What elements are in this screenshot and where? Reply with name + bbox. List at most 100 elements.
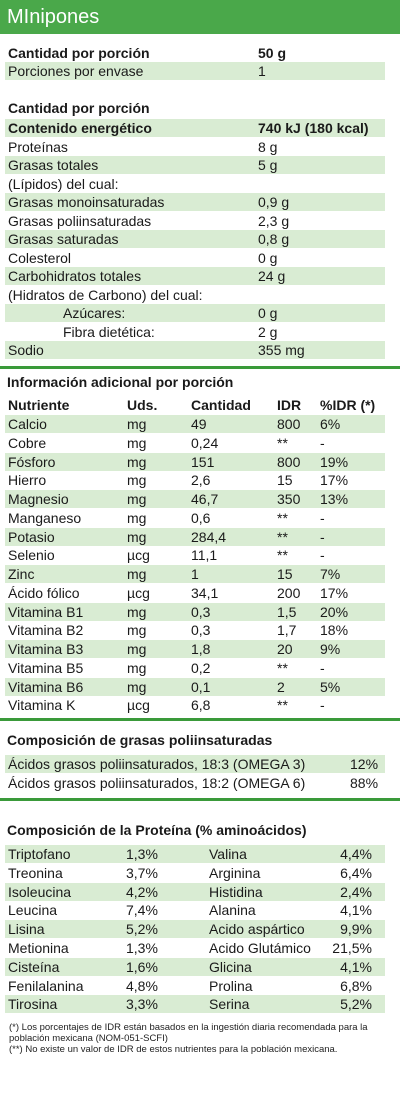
cell: 0,6 bbox=[191, 509, 211, 526]
protein-row: Lisina 5,2% Acido aspártico 9,9% bbox=[5, 920, 385, 939]
fats-title: Composición de grasas poliinsaturadas bbox=[7, 732, 273, 748]
amino-name: Arginina bbox=[209, 864, 261, 881]
nutrient-value: 355 mg bbox=[258, 342, 305, 358]
amino-value: 6,8% bbox=[340, 977, 372, 994]
cell: 0,1 bbox=[191, 678, 211, 695]
cell: 0,24 bbox=[191, 434, 219, 451]
nutrition-row: Grasas poliinsaturadas 2,3 g bbox=[5, 212, 385, 230]
cell: Cobre bbox=[8, 434, 47, 451]
page-title: MInipones bbox=[7, 6, 100, 28]
cell: Fósforo bbox=[8, 453, 56, 470]
cell: mg bbox=[127, 566, 147, 582]
cell: mg bbox=[127, 678, 147, 695]
nutrient-value: 0,9 g bbox=[258, 194, 290, 210]
table-row: Cobre mg 0,24 ** - bbox=[5, 434, 385, 452]
cell: Calcio bbox=[8, 416, 47, 432]
cell: 17% bbox=[320, 472, 349, 489]
cell: ** bbox=[277, 528, 288, 545]
cell: mg bbox=[127, 603, 147, 620]
nutrient-value: 8 g bbox=[258, 138, 278, 155]
amino-value: 5,2% bbox=[340, 996, 372, 1013]
amino-name: Acido aspártico bbox=[209, 921, 305, 938]
table-row: Vitamina B1 mg 0,3 1,5 20% bbox=[5, 602, 385, 621]
amino-value: 4,4% bbox=[340, 846, 372, 862]
amino-name: Valina bbox=[209, 846, 247, 862]
nutrient-value: 740 kJ (180 kcal) bbox=[258, 120, 369, 136]
amino-value: 1,6% bbox=[126, 958, 158, 975]
nutrient-label: (Hidratos de Carbono) del cual: bbox=[8, 286, 203, 303]
table-row: Manganeso mg 0,6 ** - bbox=[5, 509, 385, 527]
nutrient-value: 2 g bbox=[258, 323, 278, 340]
amino-name: Serina bbox=[209, 996, 250, 1013]
amino-value: 3,7% bbox=[126, 864, 158, 881]
fat-row: Ácidos grasos poliinsaturados, 18:3 (OME… bbox=[5, 755, 385, 773]
cell: 15 bbox=[277, 566, 293, 582]
cell: 6% bbox=[320, 416, 341, 432]
cell: Vitamina B6 bbox=[8, 678, 84, 695]
servings-per-container-row: Porciones por envase 1 bbox=[5, 62, 385, 80]
cell: ** bbox=[277, 659, 288, 676]
cell: 0,3 bbox=[191, 622, 211, 639]
protein-row: Leucina 7,4% Alanina 4,1% bbox=[5, 901, 385, 919]
cell: mg bbox=[127, 659, 147, 676]
cell: 11,1 bbox=[191, 547, 218, 564]
cell: 0,2 bbox=[191, 659, 211, 676]
nutrient-label: Grasas monoinsaturadas bbox=[8, 194, 165, 210]
table-row: Zinc mg 1 15 7% bbox=[5, 565, 385, 583]
cell: Vitamina B1 bbox=[8, 603, 84, 620]
column-header: IDR bbox=[277, 397, 302, 413]
table-row: Vitamina B6 mg 0,1 2 5% bbox=[5, 677, 385, 696]
cell: Vitamina B2 bbox=[8, 622, 84, 639]
servings-label: Porciones por envase bbox=[8, 63, 144, 79]
nutrient-label: Contenido energético bbox=[8, 120, 152, 136]
amino-name: Treonina bbox=[8, 864, 63, 881]
nutrition-row: Contenido energético 740 kJ (180 kcal) bbox=[5, 119, 385, 137]
nutrient-label: Sodio bbox=[8, 342, 44, 358]
nutrient-label: Fibra dietética: bbox=[63, 323, 155, 340]
amino-value: 5,2% bbox=[126, 921, 158, 938]
cell: mg bbox=[127, 434, 147, 451]
cell: 800 bbox=[277, 453, 301, 470]
cell: 7% bbox=[320, 566, 341, 582]
amino-value: 1,3% bbox=[126, 940, 158, 956]
servings-value: 1 bbox=[258, 63, 266, 79]
cell: 1,8 bbox=[191, 641, 211, 657]
table-row: Vitamina B5 mg 0,2 ** - bbox=[5, 659, 385, 677]
nutrition-row: Carbohidratos totales 24 g bbox=[5, 267, 385, 285]
additional-title: Información adicional por porción bbox=[7, 374, 234, 390]
nutrition-row: Azúcares: 0 g bbox=[5, 304, 385, 322]
amino-name: Glicina bbox=[209, 958, 252, 975]
fat-label: Ácidos grasos poliinsaturados, 18:3 (OME… bbox=[8, 756, 306, 772]
fat-row: Ácidos grasos poliinsaturados, 18:2 (OME… bbox=[5, 774, 385, 792]
cell: - bbox=[320, 697, 325, 714]
nutrient-value: 0,8 g bbox=[258, 231, 290, 247]
amino-name: Metionina bbox=[8, 940, 69, 956]
cell: 18% bbox=[320, 622, 349, 639]
column-header: Cantidad bbox=[191, 397, 251, 413]
header-bar: MInipones bbox=[0, 0, 400, 34]
table-row: Vitamina K µcg 6,8 ** - bbox=[5, 696, 385, 714]
amino-value: 9,9% bbox=[340, 921, 372, 938]
cell: 20% bbox=[320, 603, 349, 620]
amino-value: 2,4% bbox=[340, 883, 372, 900]
amino-value: 4,8% bbox=[126, 977, 158, 994]
table-row: Fósforo mg 151 800 19% bbox=[5, 452, 385, 471]
amino-value: 6,4% bbox=[340, 864, 372, 881]
cell: 34,1 bbox=[191, 584, 219, 601]
fat-value: 12% bbox=[350, 756, 379, 772]
separator bbox=[0, 718, 400, 721]
cell: ** bbox=[277, 697, 288, 714]
nutrient-value: 0 g bbox=[258, 305, 278, 321]
nutrient-value: 2,3 g bbox=[258, 212, 290, 229]
protein-title: Composición de la Proteína (% aminoácido… bbox=[7, 822, 307, 838]
fat-value: 88% bbox=[350, 775, 379, 791]
nutrition-row: Fibra dietética: 2 g bbox=[5, 323, 385, 341]
amino-name: Cisteína bbox=[8, 958, 60, 975]
fat-label: Ácidos grasos poliinsaturados, 18:2 (OME… bbox=[8, 775, 306, 791]
nutrient-label: Carbohidratos totales bbox=[8, 268, 142, 284]
cell: Potasio bbox=[8, 528, 55, 545]
cell: 9% bbox=[320, 641, 341, 657]
cell: ** bbox=[277, 547, 288, 564]
column-header: Uds. bbox=[127, 397, 158, 413]
footnote-idr: (*) Los porcentajes de IDR están basados… bbox=[9, 1022, 368, 1044]
